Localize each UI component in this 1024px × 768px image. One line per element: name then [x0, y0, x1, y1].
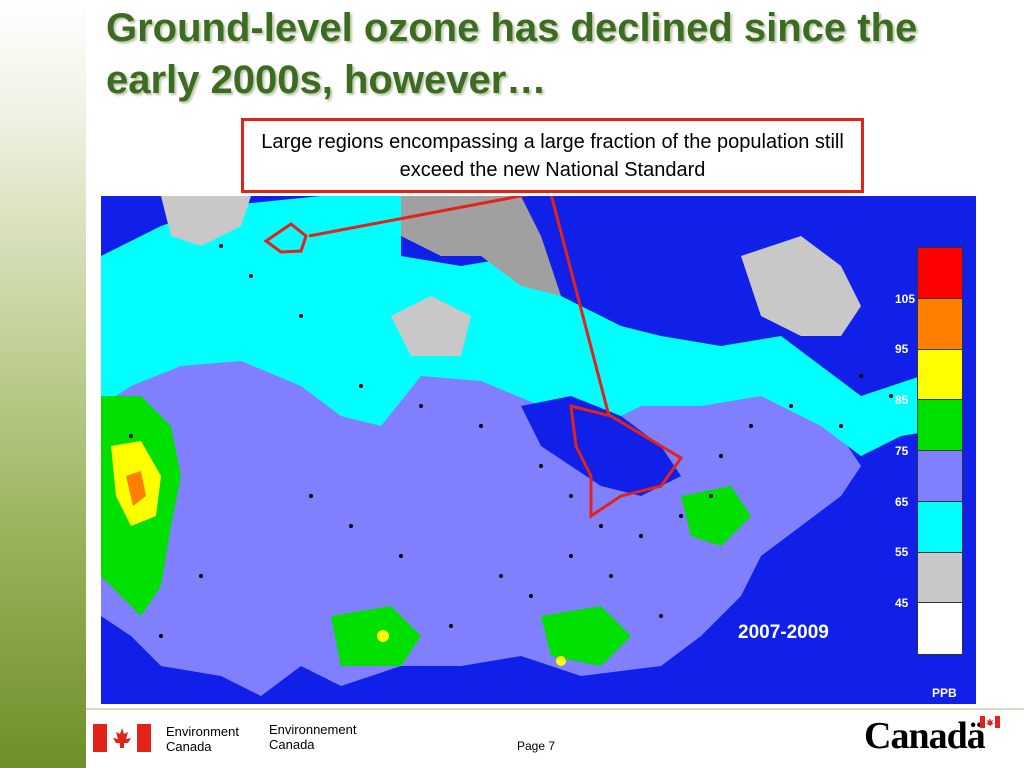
legend-tick-label: 65	[895, 495, 909, 509]
department-en-line2: Canada	[166, 739, 212, 754]
callout-box: Large regions encompassing a large fract…	[241, 118, 864, 193]
highlight-great-lakes	[569, 404, 684, 519]
land-purple	[101, 326, 861, 696]
zone-green-east	[681, 486, 751, 546]
legend-color-bar	[917, 247, 963, 655]
department-fr-line1: Environnement	[269, 722, 357, 737]
land-cyan	[101, 196, 961, 456]
canada-flag-icon	[93, 724, 151, 752]
zone-gray-labrador	[741, 236, 861, 336]
highlight-northwest	[263, 222, 308, 254]
callout-text: Large regions encompassing a large fract…	[261, 130, 844, 181]
zone-yellow-southeast	[556, 656, 566, 666]
great-lakes	[521, 396, 681, 496]
legend-swatch	[918, 501, 962, 553]
legend-swatch	[918, 298, 962, 350]
department-name-fr: Environnement Canada	[269, 722, 356, 752]
side-gradient-bar	[0, 0, 86, 768]
pointer-line-great-lakes	[549, 196, 611, 417]
zone-gray-north	[401, 196, 561, 296]
legend-tick-label: 75	[895, 444, 909, 458]
pointer-line-northwest	[308, 196, 529, 238]
legend-swatch	[918, 349, 962, 401]
department-fr-line2: Canada	[269, 737, 315, 752]
footer-divider	[86, 708, 1024, 710]
canada-wordmark: Canadä	[864, 715, 986, 757]
zone-green-southeast	[541, 606, 631, 666]
legend-swatch	[918, 603, 962, 654]
department-name-en: Environment Canada	[166, 724, 239, 754]
wordmark-flag-icon	[980, 716, 1000, 728]
period-label: 2007-2009	[738, 622, 829, 643]
zone-orange-california	[126, 471, 146, 506]
ozone-map-graphic	[101, 196, 961, 696]
department-en-line1: Environment	[166, 724, 239, 739]
slide-title: Ground-level ozone has declined since th…	[106, 6, 918, 102]
zone-green-south	[331, 606, 421, 666]
units-label: PPB	[932, 686, 957, 700]
zone-yellow-texas	[377, 630, 389, 642]
legend-swatch	[918, 552, 962, 604]
page-number: Page 7	[517, 739, 556, 753]
legend-tick-label: 55	[895, 545, 909, 559]
legend-tick-label: 105	[895, 292, 916, 306]
legend-tick-label: 45	[895, 596, 909, 610]
monitoring-stations	[129, 244, 893, 638]
legend-swatch	[918, 248, 962, 299]
legend-tick-label: 85	[895, 393, 909, 407]
hudson-bay	[521, 196, 701, 316]
zone-gray-quebec	[391, 296, 471, 356]
zone-gray-northwest	[161, 196, 251, 246]
legend-tick-label: 95	[895, 342, 909, 356]
ozone-map	[101, 196, 976, 704]
legend-swatch	[918, 451, 962, 502]
legend-swatch	[918, 400, 962, 451]
